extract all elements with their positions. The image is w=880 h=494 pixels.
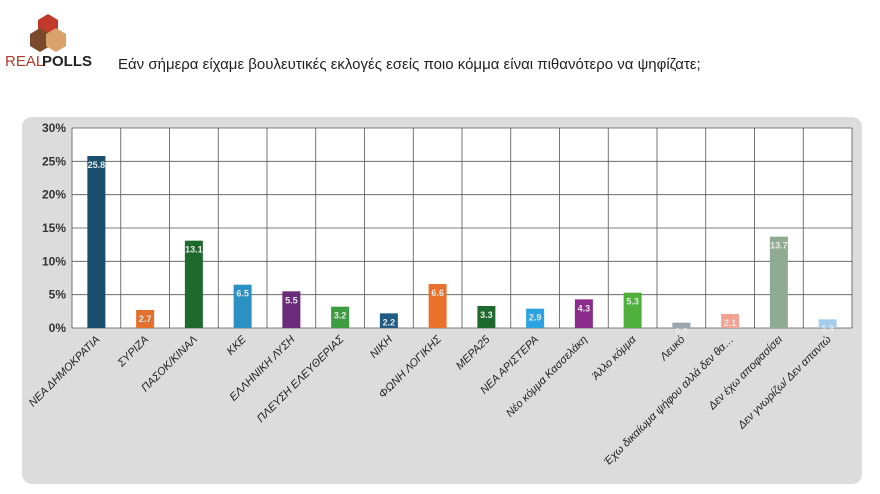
y-tick-label: 0% [49,321,67,335]
data-label: 2.2 [383,317,396,327]
bar [477,306,496,328]
bar [428,284,447,328]
data-label: 0.8 [675,327,688,337]
bar [818,319,837,328]
logo-icon [30,14,66,52]
data-label: 1.3 [821,323,834,333]
bar [184,240,203,328]
data-label: 13.7 [770,241,788,251]
data-label: 5.5 [285,295,298,305]
chart-title: Εάν σήμερα είχαμε βουλευτικές εκλογές εσ… [118,56,701,73]
y-tick-label: 15% [42,221,66,235]
y-tick-label: 20% [42,188,66,202]
bar [672,322,691,328]
bar [379,313,398,328]
bar [282,291,301,328]
bar [769,236,788,328]
y-tick-label: 5% [49,288,67,302]
logo-text: POLLS [42,53,92,70]
bar [87,156,106,328]
data-label: 2.1 [724,318,737,328]
bar [721,314,740,328]
data-label: 3.2 [334,311,347,321]
data-label: 2.7 [139,314,152,324]
data-label: 25.8 [88,160,106,170]
data-label: 6.5 [236,289,249,299]
bar [136,310,155,328]
bar [623,292,642,328]
data-label: 13.1 [185,245,203,255]
data-label: 4.3 [578,303,591,313]
bar [331,306,350,328]
logo-text: REAL [5,53,44,70]
data-label: 5.3 [626,297,639,307]
y-tick-label: 25% [42,154,66,168]
data-label: 2.9 [529,313,542,323]
y-tick-label: 10% [42,254,66,268]
bar [526,308,545,328]
bar [574,299,593,328]
bar [233,284,252,328]
data-label: 3.3 [480,310,493,320]
y-tick-label: 30% [42,121,66,135]
data-label: 6.6 [431,288,444,298]
